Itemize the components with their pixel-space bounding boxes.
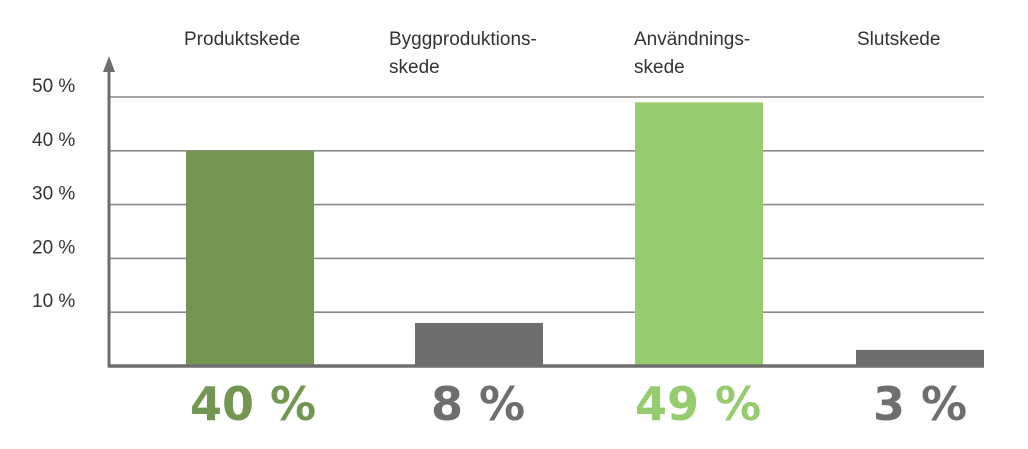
category-label: Användnings-skede [634, 29, 750, 78]
category-label-line: Byggproduktions- [389, 29, 537, 50]
y-axis-arrow-icon [103, 56, 115, 72]
category-label-line: skede [389, 57, 440, 78]
category-label-line: Användnings- [634, 29, 750, 50]
y-tick-label: 30 % [32, 184, 75, 205]
y-tick-label: 40 % [32, 130, 75, 151]
data-label: 40 % [190, 377, 316, 431]
bar [856, 349, 984, 366]
y-tick-label: 10 % [32, 291, 75, 312]
category-label: Slutskede [857, 29, 940, 50]
axes [103, 56, 984, 368]
data-labels: 40 % 8 % 49 % 3 % [190, 377, 967, 431]
data-label: 8 % [431, 377, 525, 431]
bar [186, 150, 314, 366]
y-tick-labels: 10 % 20 % 30 % 40 % 50 % [32, 76, 75, 312]
category-label-line: Slutskede [857, 29, 940, 50]
data-label: 49 % [635, 377, 761, 431]
category-label-line: skede [634, 57, 685, 78]
bar [415, 322, 543, 366]
data-label: 3 % [873, 377, 967, 431]
category-label-line: Produktskede [184, 29, 300, 50]
category-label: Byggproduktions-skede [389, 29, 537, 78]
y-tick-label: 20 % [32, 237, 75, 258]
y-tick-label: 50 % [32, 76, 75, 97]
bars [186, 102, 984, 366]
category-label: Produktskede [184, 29, 300, 50]
category-labels: Produktskede Byggproduktions-skedeAnvändn… [184, 29, 940, 78]
bar [635, 102, 763, 366]
